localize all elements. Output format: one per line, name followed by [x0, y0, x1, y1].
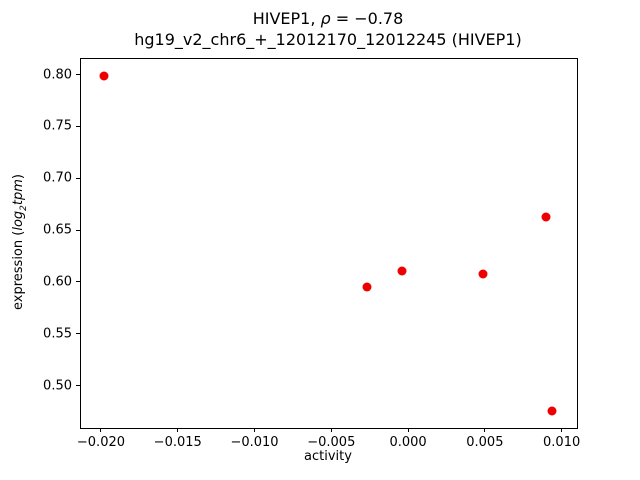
x-tick-mark	[177, 428, 179, 432]
y-tick-label: 0.75	[43, 118, 72, 134]
y-tick-mark	[76, 385, 80, 386]
rho-symbol: ρ	[320, 9, 331, 28]
x-tick-mark	[330, 428, 332, 432]
x-tick-label: −0.020	[76, 435, 126, 450]
data-point	[99, 71, 109, 81]
y-label-math: log2tpm	[11, 179, 29, 231]
x-tick-mark	[100, 428, 102, 432]
data-point	[547, 406, 557, 416]
x-tick-mark	[254, 428, 256, 432]
plot-area: −0.020 −0.015 −0.010 −0.005 0.000 0.005 0.010 0…	[43, 58, 580, 450]
y-tick-label: 0.55	[43, 326, 72, 342]
data-point	[397, 266, 407, 276]
x-tick-label: −0.005	[307, 435, 356, 450]
chart-title-line2: hg19_v2_chr6_+_12012170_12012245 (HIVEP1…	[134, 30, 522, 49]
y-tick-label: 0.70	[43, 170, 72, 186]
y-tick-label: 0.60	[43, 274, 72, 290]
y-tick-mark	[76, 281, 80, 283]
y-label-suffix: )	[11, 174, 27, 180]
chart-title: HIVEP1, ρ = −0.78 hg19_v2_chr6_+_1201217…	[80, 8, 576, 50]
y-tick-mark	[76, 177, 80, 179]
title-correlation-value: = −0.78	[330, 9, 404, 28]
chart-title-line1: HIVEP1, ρ = −0.78	[80, 8, 576, 29]
title-gene: HIVEP1,	[252, 9, 321, 28]
x-tick-label: −0.010	[230, 435, 279, 450]
y-tick-mark	[76, 125, 80, 127]
x-tick-label: 0.000	[389, 435, 427, 450]
y-label-prefix: expression (	[11, 230, 27, 310]
x-tick-label: 0.005	[466, 435, 504, 450]
x-tick-mark	[484, 428, 486, 432]
data-point	[541, 212, 551, 222]
x-tick-label: 0.010	[543, 435, 581, 450]
y-tick-mark	[76, 74, 80, 76]
data-point	[478, 269, 488, 279]
data-point	[362, 282, 372, 292]
x-tick-label: −0.015	[153, 435, 202, 450]
x-tick-mark	[561, 428, 563, 432]
y-tick-label: 0.65	[43, 222, 72, 238]
y-tick-label: 0.80	[43, 67, 72, 83]
y-axis-label: expression (log2tpm)	[11, 174, 29, 310]
x-axis-label: activity	[304, 449, 352, 464]
y-tick-label: 0.50	[43, 378, 72, 393]
x-tick-mark	[407, 428, 409, 432]
y-tick-mark	[76, 229, 80, 231]
y-tick-mark	[76, 333, 80, 335]
